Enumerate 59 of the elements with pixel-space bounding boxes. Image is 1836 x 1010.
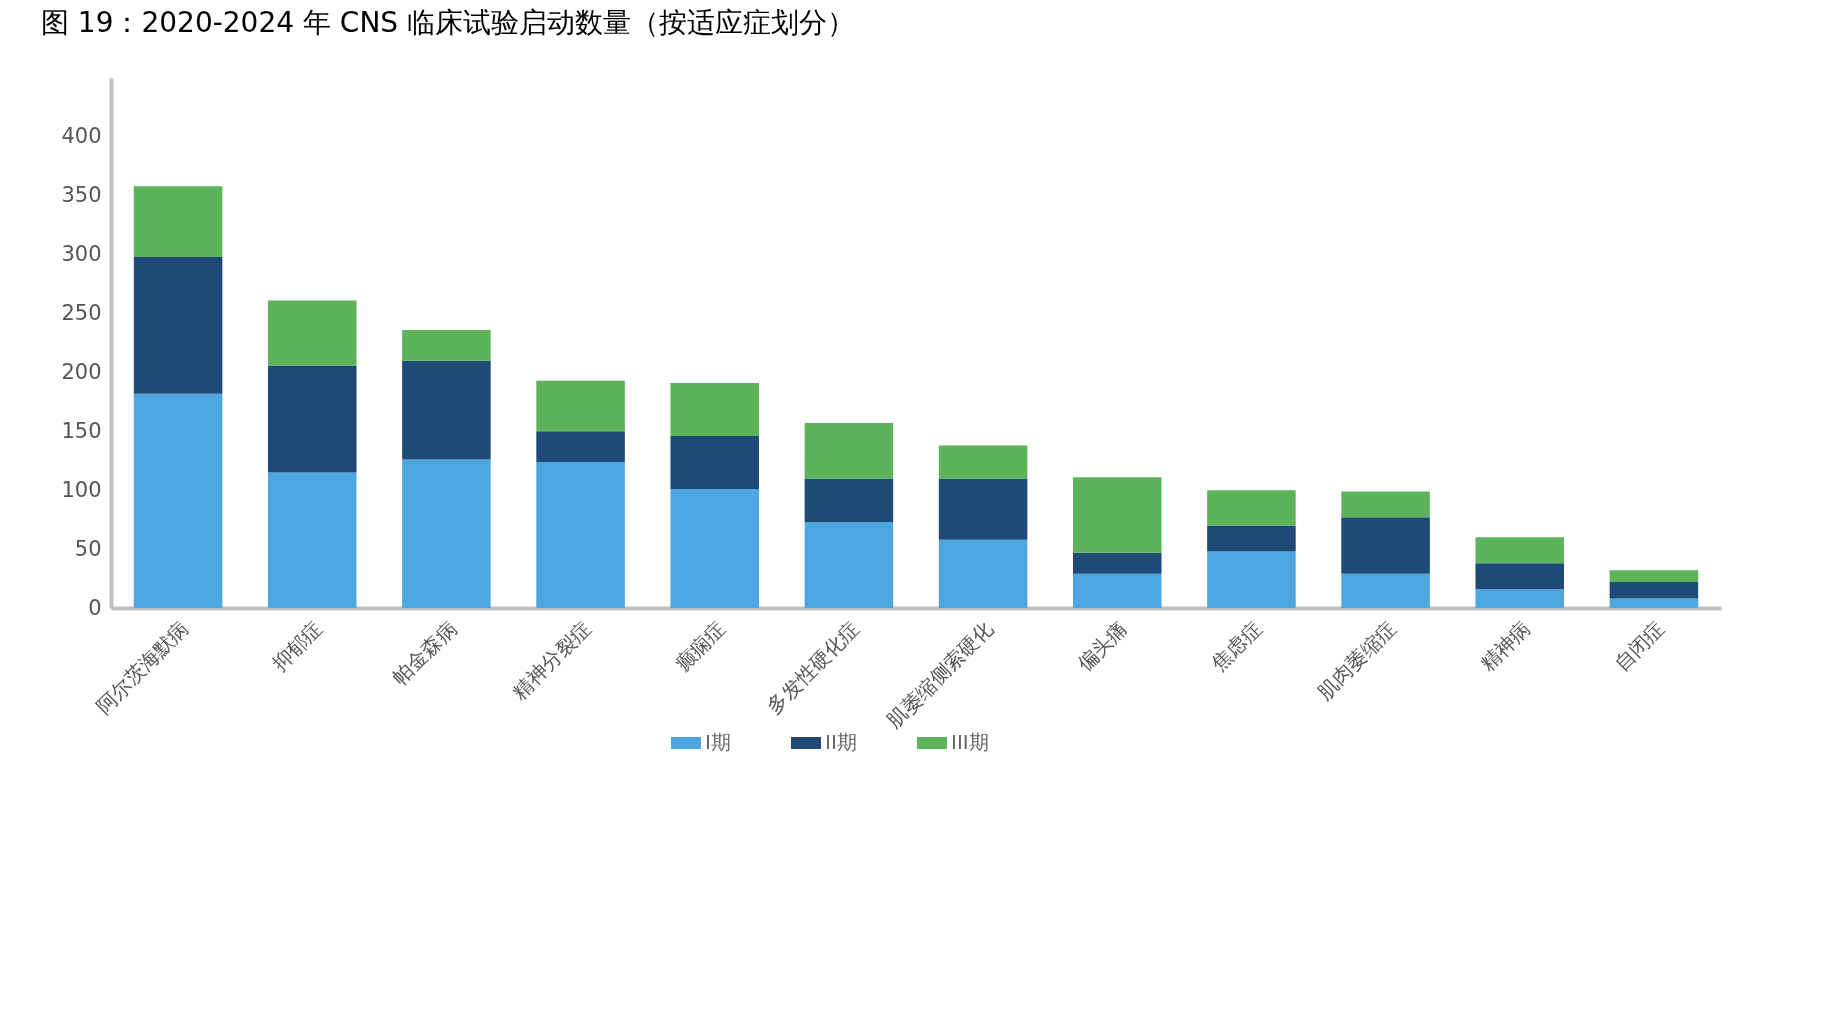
legend-label: II期	[825, 730, 857, 754]
bar	[1341, 517, 1430, 574]
y-tick-label: 50	[74, 536, 102, 561]
x-tick-label: 抑郁症	[267, 616, 328, 676]
bar	[670, 383, 760, 437]
bar	[536, 431, 625, 462]
x-tick-label: 精神病	[1475, 616, 1535, 676]
bar	[1475, 563, 1565, 590]
y-tick-label: 350	[61, 183, 102, 208]
chart-title: 图 19：2020-2024 年 CNS 临床试验启动数量（按适应症划分）	[40, 6, 856, 39]
bar	[1341, 573, 1430, 608]
x-tick-label: 肌萎缩侧索硬化	[881, 616, 998, 733]
x-tick-label: 自闭症	[1609, 616, 1669, 676]
y-tick-label: 150	[61, 418, 102, 443]
bar	[402, 330, 491, 361]
bar	[1072, 573, 1162, 608]
bar	[536, 461, 625, 608]
legend-label: I期	[705, 730, 731, 754]
bar	[267, 365, 357, 473]
bar	[670, 489, 760, 608]
bar	[1341, 491, 1430, 518]
bar	[1475, 537, 1565, 564]
bar	[402, 360, 491, 460]
bar	[670, 436, 760, 490]
bar	[1207, 551, 1296, 608]
x-tick-label: 偏头痛	[1072, 616, 1133, 676]
bar	[1609, 598, 1699, 608]
y-tick-label: 300	[61, 242, 102, 267]
bar	[267, 472, 357, 608]
y-tick-label: 100	[61, 477, 102, 502]
bar	[938, 539, 1028, 608]
x-tick-label: 精神分裂症	[507, 616, 596, 705]
bar	[402, 459, 491, 608]
bar	[536, 380, 625, 432]
x-tick-label: 帕金森病	[387, 616, 462, 690]
bar	[1072, 477, 1162, 553]
bar	[267, 300, 357, 366]
bar	[804, 478, 894, 523]
bar	[1475, 589, 1565, 608]
legend-label: III期	[951, 730, 989, 754]
bar	[938, 445, 1028, 479]
bar	[1207, 525, 1296, 552]
x-tick-label: 肌肉萎缩症	[1312, 616, 1401, 705]
y-tick-label: 400	[61, 124, 102, 149]
bar	[804, 522, 894, 608]
bar	[938, 478, 1028, 540]
bar	[133, 257, 223, 394]
bar	[804, 423, 894, 479]
bar	[1207, 490, 1296, 526]
bar	[133, 186, 223, 258]
y-tick-label: 200	[61, 359, 102, 384]
x-tick-label: 焦虑症	[1206, 616, 1267, 676]
bar	[1072, 552, 1162, 574]
y-tick-label: 250	[61, 301, 102, 326]
x-tick-label: 癫痫症	[670, 616, 730, 676]
bar	[133, 393, 223, 608]
x-tick-label: 多发性硬化症	[761, 616, 864, 719]
bar	[1609, 570, 1699, 583]
bar	[1609, 582, 1699, 599]
